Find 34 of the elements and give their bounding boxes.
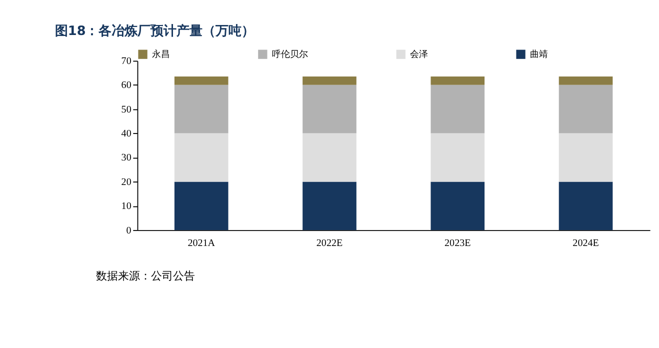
legend-label: 会泽: [410, 49, 428, 60]
bar: [430, 84, 485, 134]
bar: [174, 84, 228, 134]
bar: [430, 182, 485, 230]
bar: [302, 84, 356, 134]
y-tick-label: 0: [126, 225, 132, 236]
source-note: 数据来源：公司公告: [96, 269, 196, 282]
bar: [174, 133, 228, 182]
bar: [174, 76, 228, 85]
y-tick-label: 60: [121, 80, 132, 92]
bar: [558, 182, 613, 230]
bar: [558, 133, 613, 182]
chart-title: 图18：各冶炼厂预计产量（万吨）: [54, 23, 255, 40]
bar: [174, 182, 228, 230]
x-tick-label: 2023E: [444, 238, 471, 250]
bar: [430, 133, 485, 182]
bar: [302, 133, 356, 182]
x-tick-label: 2024E: [572, 238, 599, 250]
y-tick-label: 50: [121, 104, 132, 116]
bar: [302, 182, 356, 230]
y-tick-label: 40: [121, 128, 132, 140]
bar: [558, 76, 613, 85]
bar: [302, 76, 356, 85]
x-tick-label: 2022E: [316, 238, 343, 250]
bar: [558, 84, 613, 134]
y-tick-label: 10: [121, 201, 132, 212]
bar: [430, 76, 485, 85]
x-tick-label: 2021A: [188, 238, 216, 250]
y-tick-label: 70: [121, 56, 132, 67]
legend-label: 呼伦贝尔: [272, 49, 308, 60]
y-tick-label: 20: [121, 176, 132, 188]
legend-label: 曲靖: [530, 49, 548, 60]
legend-label: 永昌: [152, 49, 170, 60]
y-tick-label: 30: [121, 152, 132, 164]
